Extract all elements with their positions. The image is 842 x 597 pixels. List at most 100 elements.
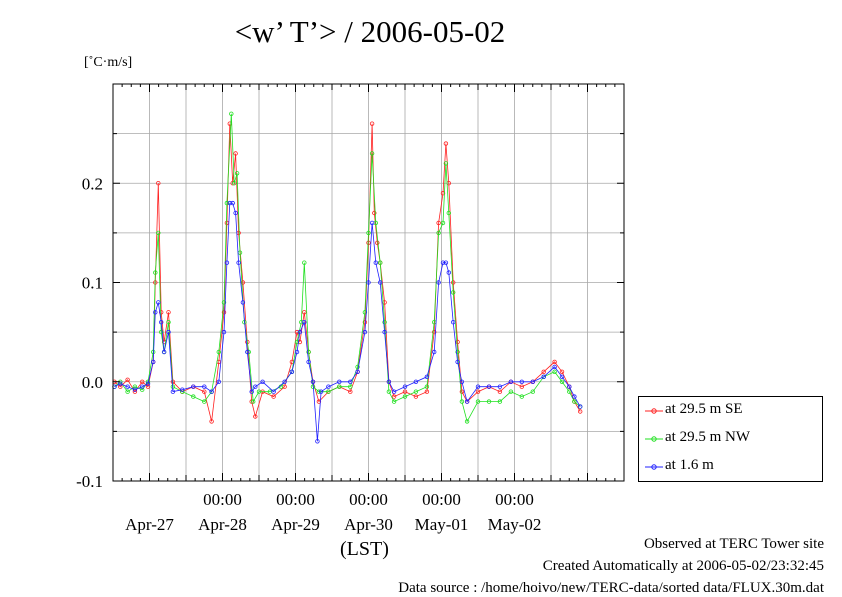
data-point <box>348 379 353 384</box>
data-point <box>294 349 300 355</box>
data-point <box>443 260 449 265</box>
data-point <box>552 359 557 365</box>
data-point <box>508 379 514 384</box>
x-date-label: Apr-30 <box>344 515 393 534</box>
data-point <box>530 389 535 394</box>
data-point <box>253 414 258 419</box>
data-point <box>559 369 565 374</box>
data-point <box>166 310 171 315</box>
data-point <box>362 320 368 325</box>
data-point <box>402 389 408 394</box>
data-point <box>306 349 311 355</box>
data-point <box>306 359 311 365</box>
data-point <box>145 384 151 389</box>
data-point <box>153 270 158 275</box>
data-point <box>497 389 503 394</box>
x-date-label: Apr-27 <box>125 515 174 534</box>
data-point <box>455 349 460 355</box>
data-point <box>486 384 492 389</box>
data-point <box>567 384 572 389</box>
data-point <box>166 320 171 325</box>
data-point <box>221 310 227 315</box>
data-point <box>530 379 535 384</box>
data-point <box>475 384 481 389</box>
data-point <box>221 329 227 335</box>
data-point <box>302 260 307 265</box>
data-point <box>372 210 377 216</box>
data-point <box>326 384 331 389</box>
data-point <box>519 394 524 399</box>
legend-label-1-6m: at 1.6 m <box>665 457 714 473</box>
legend-marker-nw <box>645 436 663 442</box>
data-point <box>382 320 387 325</box>
data-point <box>209 389 214 394</box>
data-point <box>424 389 430 394</box>
data-point <box>436 230 441 236</box>
data-point <box>413 389 419 394</box>
series-line <box>114 113 581 423</box>
footer-observed: Observed at TERC Tower site <box>643 536 824 552</box>
data-point <box>302 320 307 325</box>
x-tick-time-label: 00:00 <box>422 490 461 509</box>
y-tick-label: -0.1 <box>76 472 103 491</box>
data-point <box>158 329 164 335</box>
data-point <box>216 379 221 384</box>
data-point <box>221 300 227 305</box>
data-point <box>572 399 577 404</box>
legend-marker-1-6m <box>645 464 663 470</box>
series-0 <box>112 121 583 424</box>
data-point <box>216 349 221 355</box>
chart-title: <w’ T’> / 2006-05-02 <box>234 14 506 49</box>
data-point <box>230 200 235 206</box>
data-point <box>150 359 156 365</box>
data-point <box>156 230 161 236</box>
x-tick-time-label: 00:00 <box>276 490 315 509</box>
data-point <box>559 379 565 384</box>
data-point <box>132 384 138 389</box>
data-point <box>125 377 130 382</box>
data-point <box>475 389 481 394</box>
data-point <box>369 151 375 156</box>
data-point <box>391 399 397 404</box>
data-point <box>386 389 392 394</box>
data-point <box>443 161 449 166</box>
data-point <box>125 384 130 389</box>
chart-legend: at 29.5 m SE at 29.5 m NW at 1.6 m <box>638 396 823 482</box>
data-point <box>578 404 583 409</box>
data-point <box>170 389 176 394</box>
data-point <box>132 387 138 392</box>
footer-source: Data source : /home/hoivo/new/TERC-data/… <box>398 580 824 596</box>
data-point <box>459 389 465 394</box>
data-point <box>541 369 546 374</box>
data-point <box>446 210 451 216</box>
series-layer <box>112 111 583 444</box>
data-point <box>413 394 419 399</box>
data-point <box>455 359 460 365</box>
data-point <box>451 280 456 285</box>
series-line <box>114 123 581 422</box>
data-point <box>391 394 397 399</box>
data-point <box>236 260 241 265</box>
data-point <box>519 379 524 384</box>
data-point <box>386 379 392 384</box>
data-point <box>191 384 196 389</box>
data-point <box>253 384 258 389</box>
data-point <box>245 349 250 355</box>
data-point <box>202 389 207 394</box>
legend-item-se: at 29.5 m SE <box>645 401 820 421</box>
data-point <box>455 339 460 345</box>
legend-marker-se <box>645 408 663 414</box>
data-point <box>139 384 145 389</box>
data-point <box>315 439 320 444</box>
series-2 <box>112 200 583 444</box>
data-point <box>459 379 465 384</box>
data-point <box>369 220 375 226</box>
data-point <box>153 310 158 315</box>
data-point <box>432 329 437 335</box>
data-point <box>139 379 145 384</box>
data-point <box>233 210 238 216</box>
data-point <box>362 329 368 335</box>
legend-label-se: at 29.5 m SE <box>665 401 743 417</box>
data-point <box>282 379 287 384</box>
x-tick-time-label: 00:00 <box>203 490 242 509</box>
